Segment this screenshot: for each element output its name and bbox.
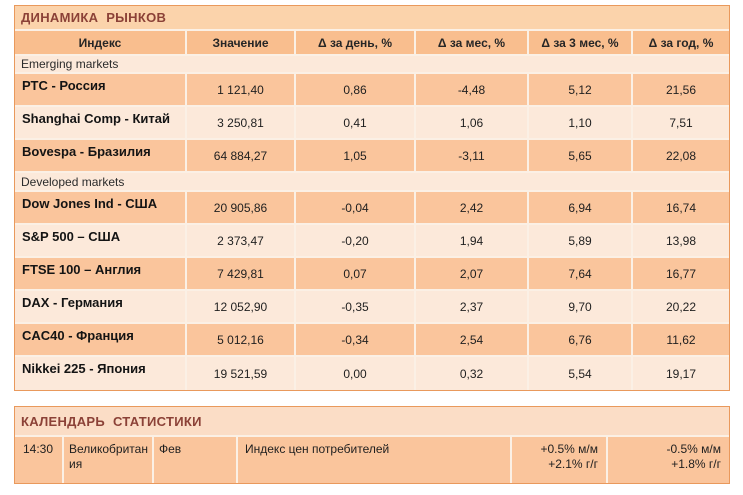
- event-name: Индекс цен потребителей: [238, 437, 512, 483]
- forecast-line-2: +2.1% г/г: [548, 457, 598, 471]
- delta-3mon: 1,10: [529, 107, 633, 138]
- delta-year: 7,51: [633, 107, 729, 138]
- table-row-cac40: CAC40 - Франция 5 012,16 -0,34 2,54 6,76…: [15, 324, 729, 357]
- event-period: Фев: [154, 437, 238, 483]
- table-row-ftse: FTSE 100 – Англия 7 429,81 0,07 2,07 7,6…: [15, 258, 729, 291]
- column-header-value: Значение: [187, 31, 296, 54]
- table-row-shanghai: Shanghai Comp - Китай 3 250,81 0,41 1,06…: [15, 107, 729, 140]
- index-value: 20 905,86: [187, 192, 296, 223]
- delta-month: 2,37: [416, 291, 529, 322]
- index-name: FTSE 100 – Англия: [15, 258, 187, 289]
- delta-day: 1,05: [296, 140, 416, 171]
- table-row-rts: РТС - Россия 1 121,40 0,86 -4,48 5,12 21…: [15, 74, 729, 107]
- index-value: 7 429,81: [187, 258, 296, 289]
- index-value: 64 884,27: [187, 140, 296, 171]
- delta-3mon: 6,76: [529, 324, 633, 355]
- delta-year: 22,08: [633, 140, 729, 171]
- delta-day: 0,00: [296, 357, 416, 390]
- index-name: S&P 500 – США: [15, 225, 187, 256]
- delta-year: 20,22: [633, 291, 729, 322]
- delta-month: 2,07: [416, 258, 529, 289]
- delta-month: 1,06: [416, 107, 529, 138]
- index-name: РТС - Россия: [15, 74, 187, 105]
- delta-day: -0,35: [296, 291, 416, 322]
- delta-day: 0,07: [296, 258, 416, 289]
- column-header-d-3mon: Δ за 3 мес, %: [529, 31, 633, 54]
- market-dynamics-title: ДИНАМИКА РЫНКОВ: [15, 6, 729, 31]
- delta-year: 19,17: [633, 357, 729, 390]
- calendar-event-row: 14:30 Великобритания Фев Индекс цен потр…: [15, 437, 729, 483]
- delta-3mon: 5,89: [529, 225, 633, 256]
- previous-line-2: +1.8% г/г: [671, 457, 721, 471]
- delta-month: 0,32: [416, 357, 529, 390]
- delta-3mon: 9,70: [529, 291, 633, 322]
- statistics-calendar-title: КАЛЕНДАРЬ СТАТИСТИКИ: [15, 407, 729, 437]
- delta-month: -3,11: [416, 140, 529, 171]
- index-name: Dow Jones Ind - США: [15, 192, 187, 223]
- index-name: Bovespa - Бразилия: [15, 140, 187, 171]
- index-value: 12 052,90: [187, 291, 296, 322]
- delta-year: 11,62: [633, 324, 729, 355]
- table-row-dax: DAX - Германия 12 052,90 -0,35 2,37 9,70…: [15, 291, 729, 324]
- delta-3mon: 6,94: [529, 192, 633, 223]
- event-forecast: +0.5% м/м +2.1% г/г: [512, 437, 608, 483]
- index-name: Shanghai Comp - Китай: [15, 107, 187, 138]
- section-label-emerging-markets: Emerging markets: [15, 56, 729, 74]
- delta-month: 2,54: [416, 324, 529, 355]
- event-previous: -0.5% м/м +1.8% г/г: [608, 437, 729, 483]
- delta-day: 0,41: [296, 107, 416, 138]
- table-row-dowjones: Dow Jones Ind - США 20 905,86 -0,04 2,42…: [15, 192, 729, 225]
- delta-year: 16,77: [633, 258, 729, 289]
- delta-day: -0,04: [296, 192, 416, 223]
- index-value: 2 373,47: [187, 225, 296, 256]
- index-value: 5 012,16: [187, 324, 296, 355]
- event-country: Великобритания: [64, 437, 154, 483]
- delta-month: -4,48: [416, 74, 529, 105]
- table-header-row: Индекс Значение Δ за день, % Δ за мес, %…: [15, 31, 729, 56]
- delta-3mon: 5,54: [529, 357, 633, 390]
- delta-month: 2,42: [416, 192, 529, 223]
- index-value: 19 521,59: [187, 357, 296, 390]
- table-row-bovespa: Bovespa - Бразилия 64 884,27 1,05 -3,11 …: [15, 140, 729, 173]
- index-name: Nikkei 225 - Япония: [15, 357, 187, 390]
- section-label-developed-markets: Developed markets: [15, 173, 729, 192]
- index-name: CAC40 - Франция: [15, 324, 187, 355]
- statistics-calendar-panel: КАЛЕНДАРЬ СТАТИСТИКИ 14:30 Великобритани…: [14, 406, 730, 484]
- delta-year: 16,74: [633, 192, 729, 223]
- previous-line-1: -0.5% м/м: [666, 442, 721, 456]
- column-header-d-year: Δ за год, %: [648, 35, 714, 50]
- delta-month: 1,94: [416, 225, 529, 256]
- delta-3mon: 5,12: [529, 74, 633, 105]
- delta-3mon: 7,64: [529, 258, 633, 289]
- delta-3mon: 5,65: [529, 140, 633, 171]
- delta-year: 13,98: [633, 225, 729, 256]
- index-value: 3 250,81: [187, 107, 296, 138]
- event-time: 14:30: [15, 437, 64, 483]
- market-dynamics-panel: ДИНАМИКА РЫНКОВ Индекс Значение Δ за ден…: [14, 5, 730, 391]
- column-header-d-day: Δ за день, %: [296, 31, 416, 54]
- table-row-nikkei: Nikkei 225 - Япония 19 521,59 0,00 0,32 …: [15, 357, 729, 390]
- table-row-sp500: S&P 500 – США 2 373,47 -0,20 1,94 5,89 1…: [15, 225, 729, 258]
- forecast-line-1: +0.5% м/м: [540, 442, 598, 456]
- delta-year: 21,56: [633, 74, 729, 105]
- delta-day: -0,20: [296, 225, 416, 256]
- column-header-index: Индекс: [15, 31, 187, 54]
- delta-day: 0,86: [296, 74, 416, 105]
- column-header-d-month: Δ за мес, %: [416, 31, 529, 54]
- index-value: 1 121,40: [187, 74, 296, 105]
- delta-day: -0,34: [296, 324, 416, 355]
- index-name: DAX - Германия: [15, 291, 187, 322]
